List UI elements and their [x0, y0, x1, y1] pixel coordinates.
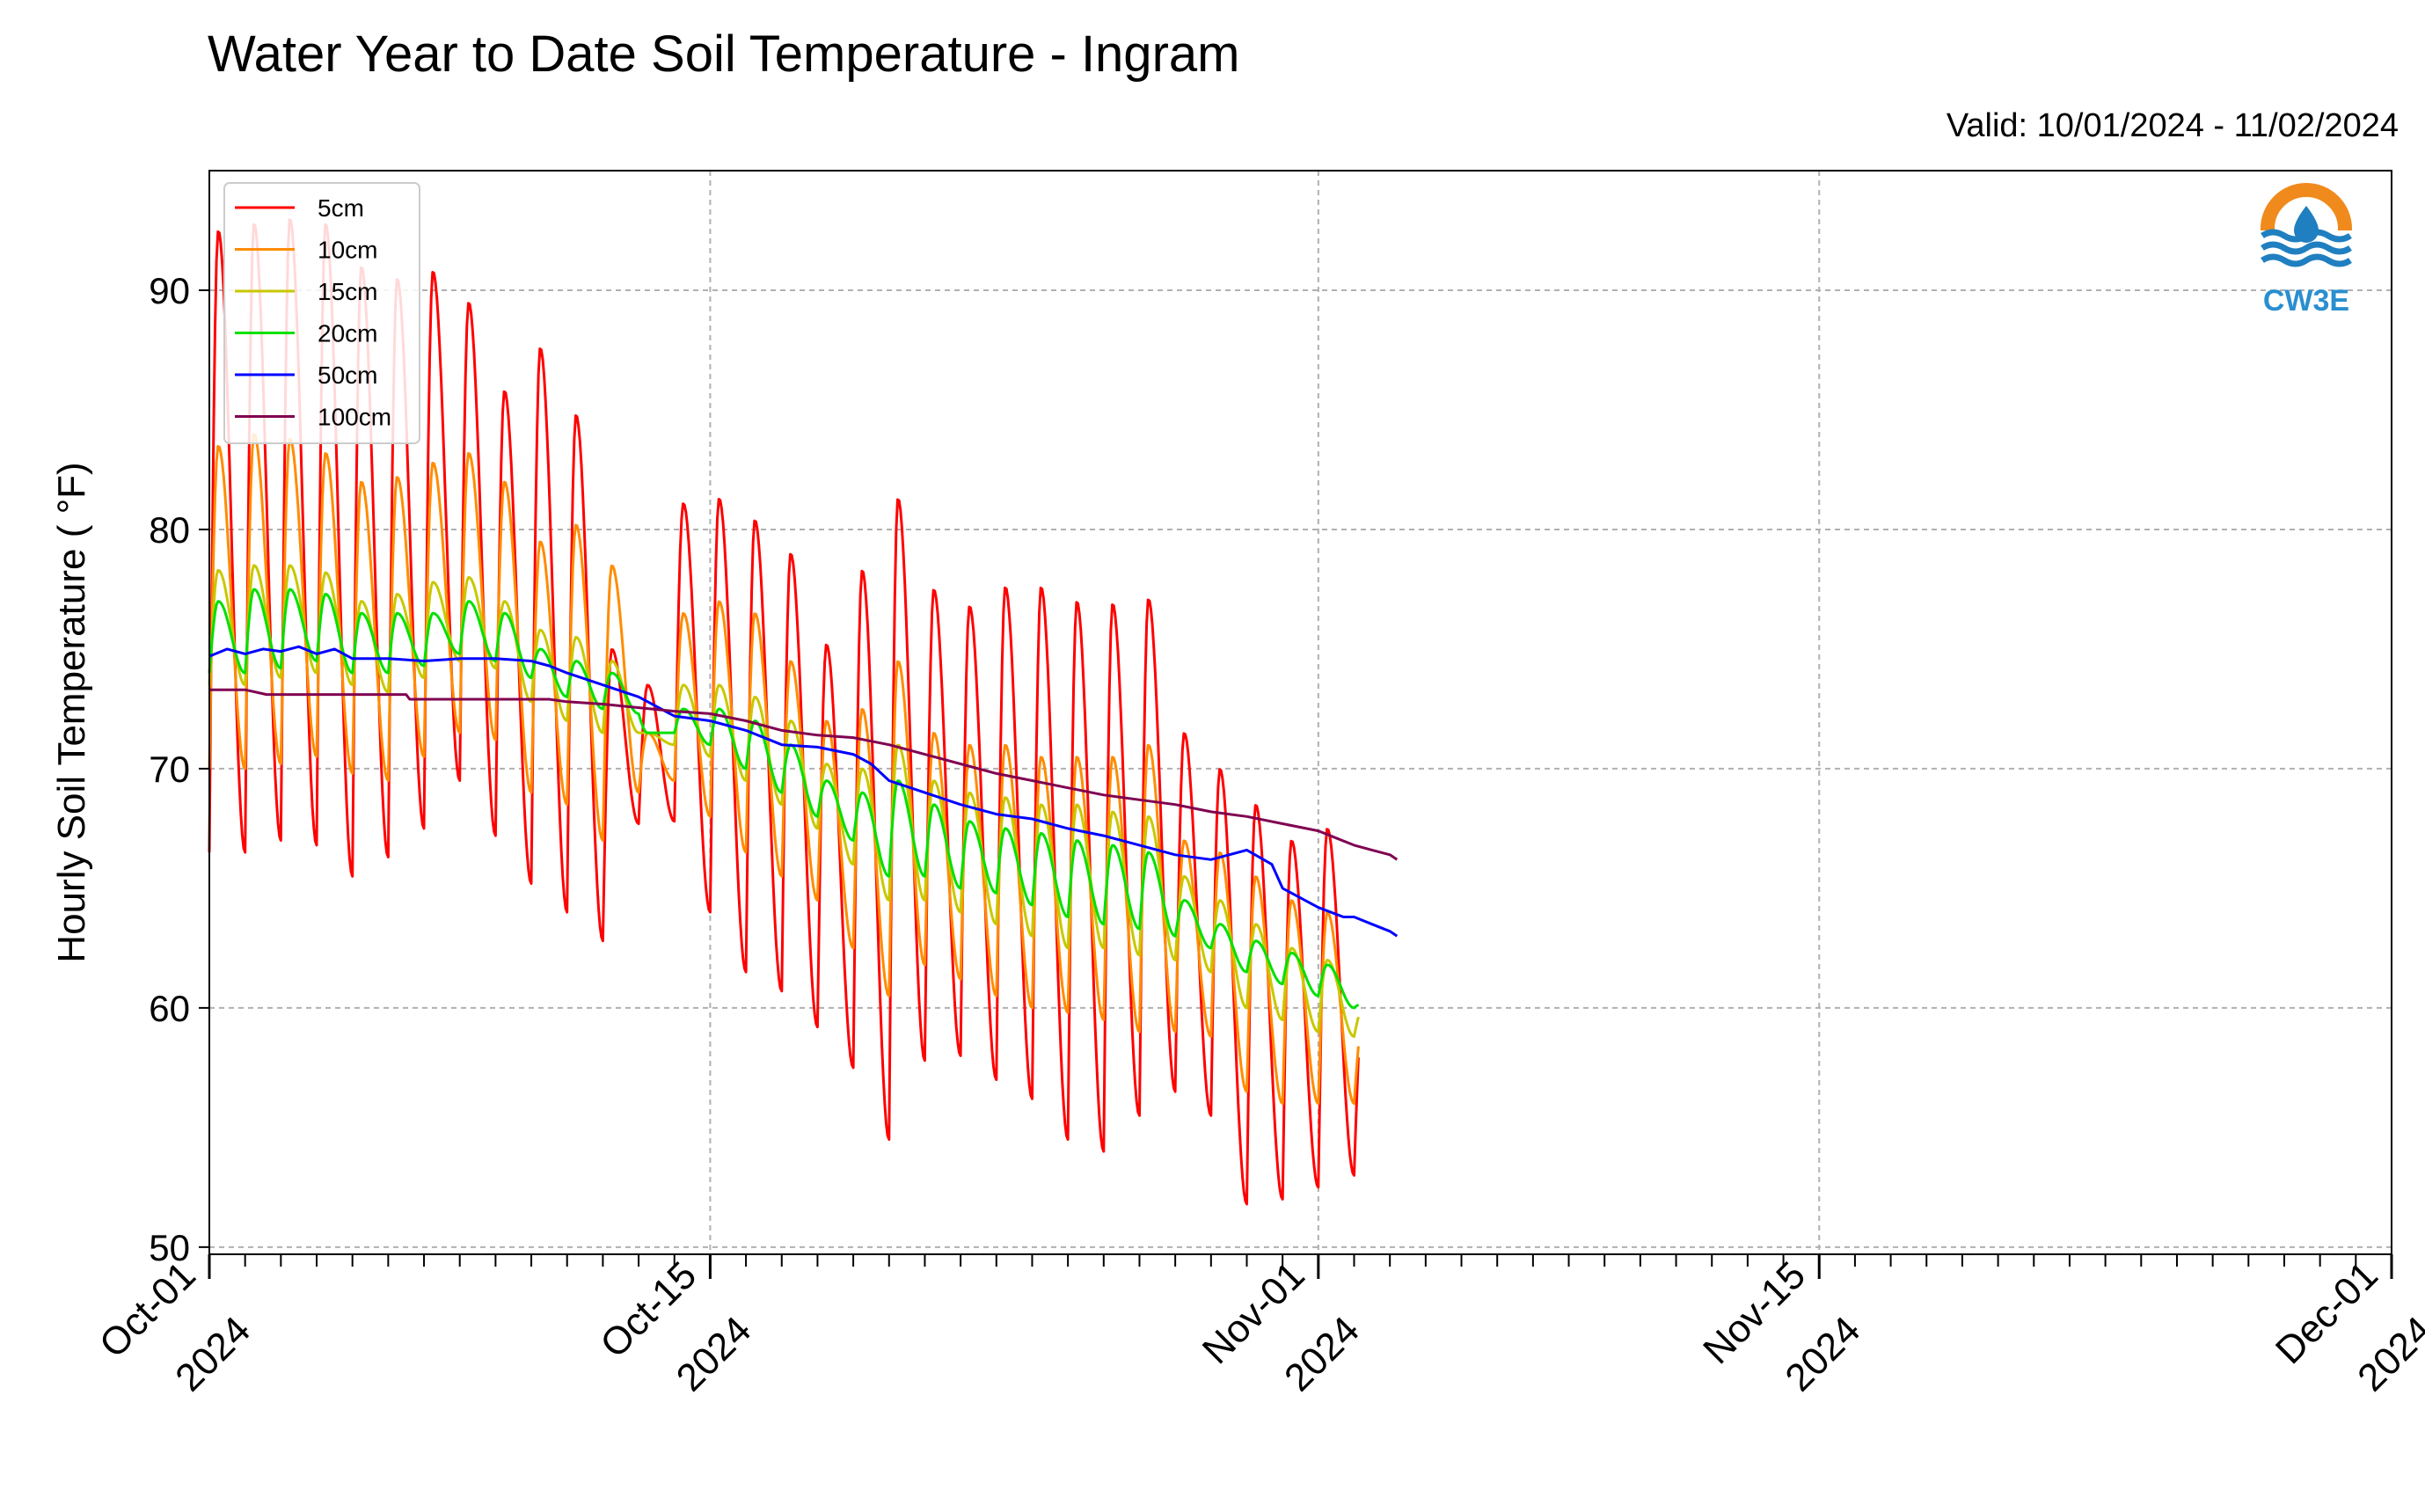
cw3e-logo: CW3E	[2259, 183, 2354, 318]
y-axis-label: Hourly Soil Temperature ( °F)	[50, 462, 93, 962]
logo-drop	[2294, 206, 2319, 243]
logo-text: CW3E	[2263, 284, 2349, 318]
y-tick-label: 60	[149, 988, 190, 1029]
legend-label: 5cm	[318, 194, 364, 222]
x-tick-label-line: 2024	[2349, 1308, 2425, 1399]
chart-title: Water Year to Date Soil Temperature - In…	[208, 26, 1240, 83]
x-tick-label-line: 2024	[1276, 1308, 1368, 1399]
series-line-20cm	[208, 588, 1360, 1010]
y-tick-label: 50	[149, 1227, 190, 1268]
y-tick-label: 90	[149, 270, 190, 311]
plot-frame	[208, 170, 2392, 1255]
grid-lines	[208, 171, 2392, 1254]
y-tick-label: 70	[149, 749, 190, 790]
series-line-50cm	[208, 645, 1399, 938]
x-tick-label-line: 2024	[1777, 1308, 1868, 1399]
logo-wave	[2261, 253, 2352, 267]
legend-label: 15cm	[318, 278, 377, 305]
x-tick-label-line: 2024	[167, 1308, 259, 1399]
legend-label: 50cm	[318, 362, 377, 389]
y-tick-label: 80	[149, 509, 190, 551]
valid-range: Valid: 10/01/2024 - 11/02/2024	[1946, 107, 2399, 144]
series-line-10cm	[208, 433, 1360, 1106]
x-tick-label-line: 2024	[668, 1308, 760, 1399]
logo-wave	[2261, 241, 2352, 255]
legend-label: 100cm	[318, 404, 391, 431]
legend-label: 10cm	[318, 237, 377, 264]
series-group	[208, 218, 1399, 1206]
legend[interactable]: 5cm 10cm 15cm 20cm 50cm 100cm	[223, 182, 420, 444]
series-line-100cm	[209, 688, 1399, 861]
legend-label: 20cm	[318, 320, 377, 347]
